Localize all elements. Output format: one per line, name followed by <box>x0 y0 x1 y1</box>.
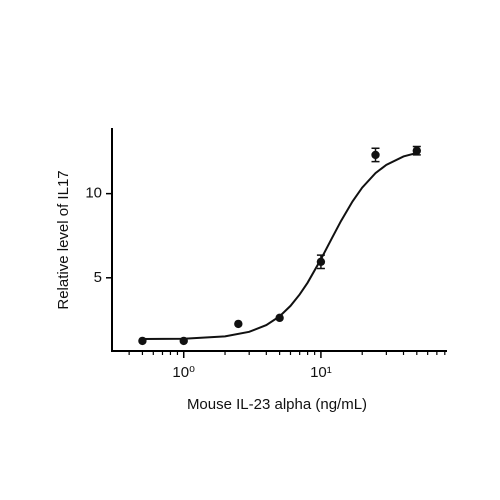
x-tick-label: 10⁰ <box>172 364 195 381</box>
data-point <box>316 257 326 266</box>
fit-curve <box>142 151 418 341</box>
y-tick-label: 5 <box>94 269 102 286</box>
x-tick-label: 10¹ <box>310 364 332 381</box>
data-point <box>138 336 147 346</box>
data-point <box>179 336 188 346</box>
y-axis-title: Relative level of IL17 <box>55 170 72 309</box>
x-axis-title: Mouse IL-23 alpha (ng/mL) <box>187 396 367 413</box>
data-point <box>234 319 243 329</box>
data-point <box>275 313 284 323</box>
data-point <box>412 146 422 155</box>
data-point <box>371 150 380 160</box>
y-tick-label: 10 <box>85 185 102 202</box>
